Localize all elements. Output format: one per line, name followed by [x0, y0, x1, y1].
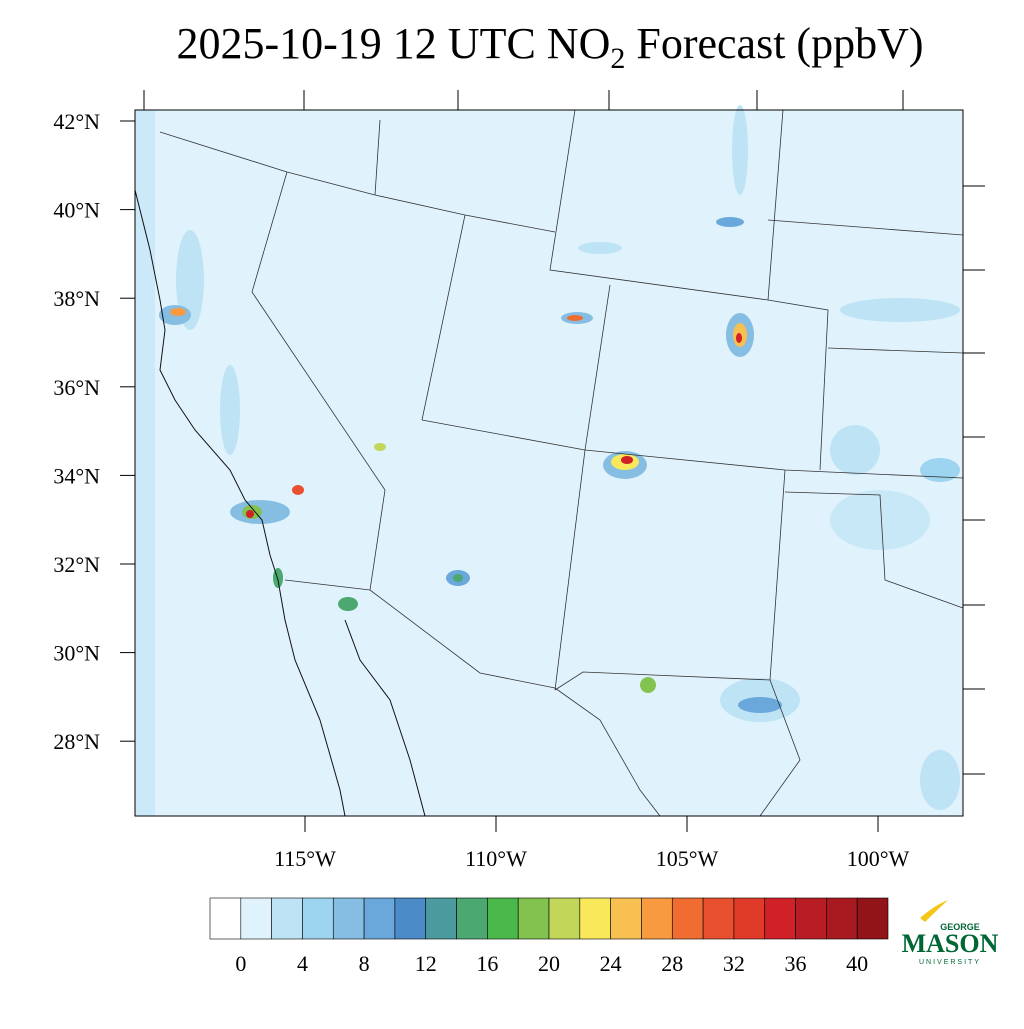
logo-top: GEORGE: [940, 922, 980, 932]
colorbar-label: 12: [415, 951, 437, 976]
lon-label: 115°W: [274, 846, 336, 871]
map: 42°N40°N38°N36°N34°N32°N30°N28°N 115°W 11…: [53, 90, 985, 871]
lon-label: 100°W: [847, 846, 910, 871]
lat-axis: 42°N 40°N 38°N 36°N 34°N 32°N 30°N 28°N: [53, 109, 985, 775]
colorbar-swatch: [271, 897, 303, 940]
map-frame: [134, 109, 964, 817]
colorbar-label: 0: [235, 951, 246, 976]
gulf-coast: [344, 619, 426, 817]
title-rest: Forecast (ppbV): [625, 19, 923, 68]
lat-label: 40°N: [53, 198, 100, 223]
map-background: [135, 110, 963, 816]
title-main: 2025-10-19 12 UTC NO: [177, 19, 611, 68]
state-borders: [159, 109, 964, 817]
title: 2025-10-19 12 UTC NO2 Forecast (ppbV): [177, 19, 924, 75]
colorbar-swatch: [332, 897, 365, 940]
colorbar-swatch: [425, 897, 457, 940]
colorbar-swatch: [548, 897, 581, 940]
colorbar-swatch: [795, 897, 827, 940]
lon-label: 105°W: [656, 846, 719, 871]
lat-label: 28°N: [53, 729, 100, 754]
colorbar-label: 16: [476, 951, 498, 976]
colorbar-swatch: [856, 897, 889, 940]
colorbar-swatch: [302, 897, 334, 940]
colorbar-swatch: [456, 897, 488, 940]
logo-bottom: UNIVERSITY: [919, 959, 981, 966]
title-subscript: 2: [610, 42, 625, 75]
colorbar-swatch: [487, 897, 519, 940]
colorbar-label: 36: [785, 951, 807, 976]
colorbar-swatch: [764, 897, 796, 940]
colorbar-swatch: [610, 897, 642, 940]
lat-label: 38°N: [53, 286, 100, 311]
colorbar-swatch: [671, 897, 704, 940]
lon-axis: 115°W 110°W 105°W 100°W: [143, 90, 910, 871]
pollution-plumes: [159, 105, 960, 810]
colorbar-swatch: [240, 897, 272, 940]
colorbar-swatch: [209, 897, 242, 940]
colorbar-swatch: [702, 897, 735, 940]
lat-label: 32°N: [53, 552, 100, 577]
colorbar-swatch: [394, 897, 427, 940]
lat-label: 34°N: [53, 463, 100, 488]
colorbar-swatch: [733, 897, 766, 940]
colorbar-label: 4: [297, 951, 308, 976]
colorbar-label: 28: [661, 951, 683, 976]
lat-label: 30°N: [53, 641, 100, 666]
logo: GEORGE MASON UNIVERSITY: [902, 900, 999, 966]
colorbar: 0 4 8 12 16 20 24 28 32 36 40: [209, 897, 889, 976]
colorbar-label: 24: [600, 951, 622, 976]
lon-label: 110°W: [465, 846, 527, 871]
colorbar-label: 40: [846, 951, 868, 976]
lat-label: 42°N: [53, 109, 100, 134]
colorbar-swatch: [826, 897, 858, 940]
colorbar-swatch: [579, 897, 611, 940]
colorbar-label: 8: [359, 951, 370, 976]
logo-main: MASON: [902, 929, 999, 958]
colorbar-label: 20: [538, 951, 560, 976]
logo-flame: [920, 900, 948, 922]
colorbar-swatch: [363, 897, 396, 940]
ocean-edge: [135, 110, 155, 816]
colorbar-label: 32: [723, 951, 745, 976]
lat-label: 36°N: [53, 375, 100, 400]
colorbar-swatch: [641, 897, 673, 940]
coastline: [134, 189, 346, 817]
colorbar-swatch: [517, 897, 550, 940]
